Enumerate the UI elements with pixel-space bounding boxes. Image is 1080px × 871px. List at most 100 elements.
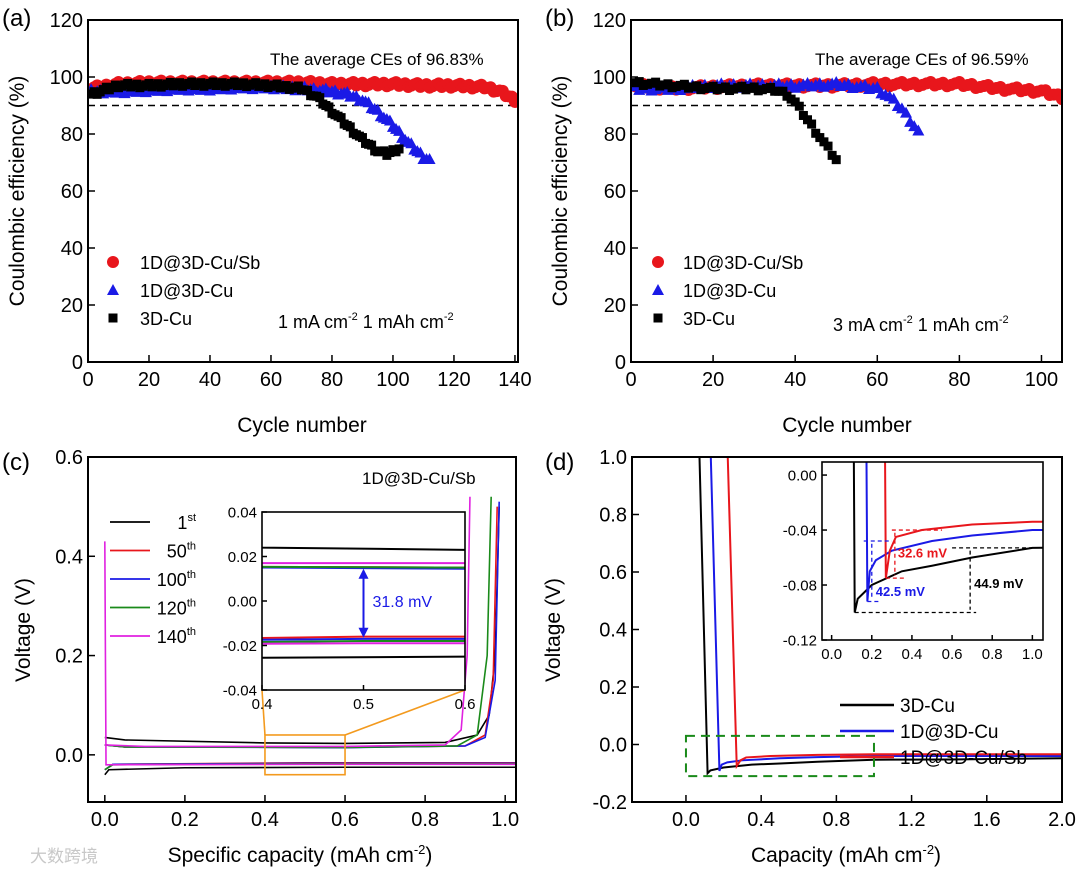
legend-label: 1D@3D-Cu/Sb <box>900 748 1027 769</box>
y-axis-label: Voltage (V) <box>542 578 565 682</box>
curve-1D@3D-Cu <box>709 457 1062 772</box>
legend-marker <box>653 313 663 323</box>
cycle-number: 140 <box>157 627 187 647</box>
legend-label: 1D@3D-Cu <box>140 281 233 301</box>
y-tick-label: 120 <box>593 10 626 32</box>
inset-curve-3D-Cu <box>852 462 1043 613</box>
y-tick-label: 0.04 <box>228 504 257 521</box>
legend-marker <box>652 284 664 295</box>
legend-label: 1D@3D-Cu <box>900 722 998 743</box>
y-tick-label: 40 <box>61 238 83 260</box>
legend-label: 1st <box>177 512 196 533</box>
plot-frame <box>821 461 1044 641</box>
legend-label: 1D@3D-Cu <box>683 281 776 301</box>
legend-label: 1D@3D-Cu/Sb <box>140 253 260 273</box>
data-point <box>508 95 518 108</box>
x-tick-label: 40 <box>784 369 806 391</box>
y-tick-label: 80 <box>604 124 626 146</box>
test-condition: 1 mA cm-2 1 mAh cm-2 <box>278 311 454 332</box>
y-axis-label: Coulombic efficiency (%) <box>6 76 29 307</box>
zoom-region-box <box>684 734 875 778</box>
x-tick-label: 0.4 <box>747 809 775 831</box>
y-axis-label: Coulombic efficiency (%) <box>549 76 572 307</box>
superscript: -2 <box>999 314 1009 326</box>
plot-frame <box>630 19 1063 363</box>
panel-label: (d) <box>545 449 574 476</box>
x-axis-label: Cycle number <box>237 414 367 437</box>
data-point <box>367 140 377 150</box>
x-tick-label: 1.0 <box>491 809 519 831</box>
x-tick-label: 0.5 <box>353 696 374 713</box>
average-ce-annotation: The average CEs of 96.59% <box>815 50 1029 69</box>
superscript: st <box>187 512 196 524</box>
data-point <box>336 113 346 123</box>
series-3D-Cu <box>88 77 404 160</box>
y-tick-label: -0.04 <box>783 522 817 539</box>
text-segment: Specific capacity (mAh cm <box>168 844 414 867</box>
x-tick-label: 0.6 <box>331 809 359 831</box>
x-tick-label: 1.6 <box>973 809 1001 831</box>
superscript: th <box>187 626 196 638</box>
y-tick-label: 60 <box>604 181 626 203</box>
superscript: th <box>187 541 196 553</box>
data-point <box>807 119 817 129</box>
text-segment: 3 mA cm <box>833 315 903 335</box>
y-tick-label: 0.6 <box>599 562 627 584</box>
x-tick-label: 1.0 <box>1022 646 1043 663</box>
x-tick-label: 0.0 <box>91 809 119 831</box>
x-tick-label: 0.2 <box>861 646 882 663</box>
cycle-number: 120 <box>157 599 187 619</box>
y-tick-label: 120 <box>50 10 83 32</box>
plot-frame <box>631 456 1063 803</box>
y-tick-label: 0.00 <box>788 467 817 484</box>
arrow-head <box>358 627 369 638</box>
data-point <box>900 106 913 118</box>
data-point <box>794 101 804 111</box>
data-point <box>379 146 389 156</box>
data-point <box>357 133 367 143</box>
panel-label: (a) <box>2 5 31 32</box>
data-point <box>345 122 355 132</box>
average-ce-annotation: The average CEs of 96.83% <box>270 50 484 69</box>
x-axis-label: Capacity (mAh cm-2) <box>751 842 941 867</box>
y-tick-label: -0.12 <box>783 632 817 649</box>
legend-marker <box>652 256 664 268</box>
y-tick-label: 1.0 <box>599 447 627 469</box>
x-tick-label: 20 <box>138 369 160 391</box>
legend-label: 3D-Cu <box>683 309 735 329</box>
y-tick-label: -0.2 <box>593 792 627 814</box>
x-tick-label: 80 <box>321 369 343 391</box>
watermark: 大数跨境 <box>30 847 98 866</box>
x-tick-label: 0 <box>82 369 93 391</box>
y-tick-label: -0.04 <box>223 682 257 699</box>
legend-label: 50th <box>167 541 196 562</box>
x-tick-label: 120 <box>437 369 470 391</box>
y-tick-label: 0.00 <box>228 593 257 610</box>
curve-discharge-1 <box>104 766 516 776</box>
y-tick-label: 0.4 <box>55 546 83 568</box>
panel-label: (b) <box>545 5 574 32</box>
y-tick-label: 40 <box>604 238 626 260</box>
legend-label: 3D-Cu <box>140 309 192 329</box>
y-axis-label: Voltage (V) <box>12 578 35 682</box>
plot-frame <box>87 456 517 803</box>
legend-label: 140th <box>157 626 196 647</box>
y-tick-label: 80 <box>61 124 83 146</box>
y-tick-label: 0 <box>615 352 626 374</box>
curve-1D@3D-Cu/Sb <box>726 457 1062 770</box>
x-tick-label: 0.8 <box>982 646 1003 663</box>
y-tick-label: 0.8 <box>599 505 627 527</box>
x-tick-label: 0.8 <box>411 809 439 831</box>
overpotential-annotation: 31.8 mV <box>373 594 433 611</box>
x-tick-label: 60 <box>260 369 282 391</box>
y-tick-label: 100 <box>50 67 83 89</box>
legend-marker <box>107 284 119 295</box>
test-condition: 3 mA cm-2 1 mAh cm-2 <box>833 314 1009 335</box>
y-tick-label: 20 <box>61 295 83 317</box>
x-tick-label: 0.4 <box>251 809 279 831</box>
curve-discharge-140 <box>104 541 516 766</box>
y-tick-label: 0.2 <box>599 677 627 699</box>
inset-curve-1D@3D-Cu <box>865 462 1043 602</box>
text-segment: Capacity (mAh cm <box>751 844 923 867</box>
x-tick-label: 0 <box>625 369 636 391</box>
